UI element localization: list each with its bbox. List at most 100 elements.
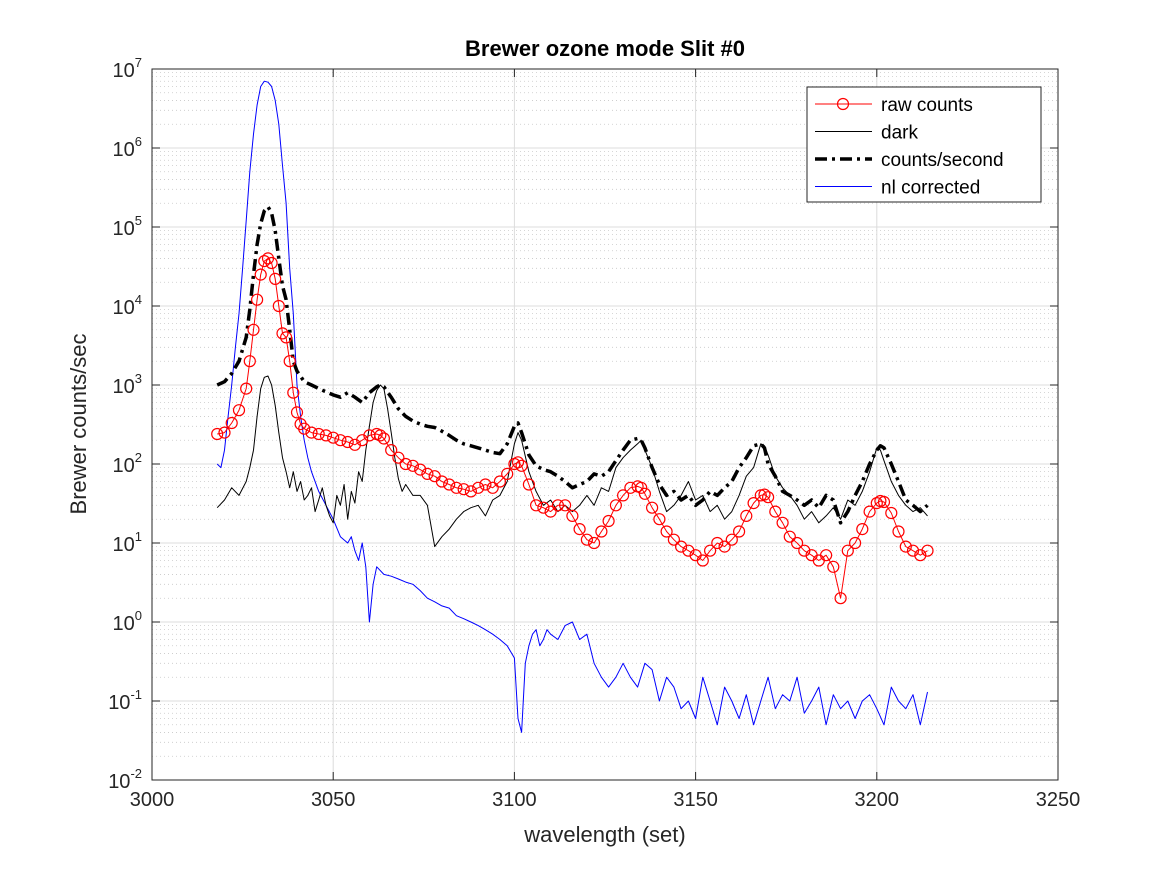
data-point-raw-counts xyxy=(392,451,405,464)
data-point-raw-counts xyxy=(243,355,256,368)
data-point-raw-counts xyxy=(537,501,550,514)
data-point-raw-counts xyxy=(544,505,557,518)
data-point-raw-counts xyxy=(595,525,608,538)
y-axis-ticks: 10-2 10-1 100 101 102 103 104 105 106 107 xyxy=(108,55,1058,793)
y-tick-label: 102 xyxy=(113,450,142,477)
data-point-raw-counts xyxy=(758,488,771,501)
data-point-raw-counts xyxy=(740,509,753,523)
data-point-raw-counts xyxy=(682,544,695,557)
data-point-raw-counts xyxy=(645,501,659,514)
data-point-raw-counts xyxy=(638,487,652,500)
data-point-raw-counts xyxy=(653,513,666,526)
y-tick-label: 106 xyxy=(113,134,142,161)
data-point-raw-counts xyxy=(834,592,847,605)
series-layer xyxy=(211,80,934,733)
x-tick-label: 3000 xyxy=(130,789,175,811)
data-point-raw-counts xyxy=(616,489,630,502)
data-point-raw-counts xyxy=(327,431,340,444)
data-point-raw-counts xyxy=(906,544,920,557)
data-point-raw-counts xyxy=(334,434,347,447)
data-point-raw-counts xyxy=(312,427,325,441)
data-point-raw-counts xyxy=(841,544,854,557)
data-point-raw-counts xyxy=(374,429,387,442)
x-axis-ticks: 3000 3050 3100 3150 3200 3250 xyxy=(130,69,1080,811)
y-tick-label: 10-2 xyxy=(108,766,142,793)
data-point-raw-counts xyxy=(251,293,264,306)
x-tick-label: 3150 xyxy=(673,789,718,811)
data-point-raw-counts xyxy=(276,327,289,340)
data-point-raw-counts xyxy=(573,522,586,536)
data-point-raw-counts xyxy=(265,256,278,270)
legend-label-nl-corrected: nl corrected xyxy=(881,178,980,199)
data-point-raw-counts xyxy=(863,505,876,518)
data-point-raw-counts xyxy=(798,544,811,557)
data-point-raw-counts xyxy=(856,522,869,536)
data-point-raw-counts xyxy=(522,478,536,491)
data-point-raw-counts xyxy=(258,255,271,268)
data-point-raw-counts xyxy=(421,467,434,480)
data-point-raw-counts xyxy=(635,481,648,494)
data-point-raw-counts xyxy=(290,406,304,419)
data-point-raw-counts xyxy=(280,331,293,344)
data-point-raw-counts xyxy=(232,404,246,417)
data-point-raw-counts xyxy=(211,427,224,441)
data-point-raw-counts xyxy=(443,478,456,491)
data-point-raw-counts xyxy=(783,530,796,543)
data-point-raw-counts xyxy=(696,554,709,567)
series-line-counts-second xyxy=(216,205,929,525)
y-tick-label: 10-1 xyxy=(108,687,142,714)
data-point-raw-counts xyxy=(914,549,927,562)
y-axis-label: Brewer counts/sec xyxy=(66,334,91,515)
y-tick-label: 107 xyxy=(113,55,142,82)
x-tick-label: 3200 xyxy=(855,789,900,811)
data-point-raw-counts xyxy=(319,429,333,442)
y-tick-label: 101 xyxy=(113,529,142,556)
data-point-raw-counts xyxy=(892,525,905,538)
data-point-raw-counts xyxy=(406,459,419,472)
data-point-raw-counts xyxy=(457,483,470,496)
data-point-raw-counts xyxy=(479,478,492,491)
x-tick-label: 3050 xyxy=(311,789,356,811)
data-point-raw-counts xyxy=(885,506,898,520)
data-point-raw-counts xyxy=(269,272,282,285)
data-point-raw-counts xyxy=(725,533,738,546)
data-point-raw-counts xyxy=(247,323,260,336)
data-point-raw-counts xyxy=(305,426,318,439)
data-point-raw-counts xyxy=(718,540,731,553)
data-point-raw-counts xyxy=(899,540,912,553)
data-point-raw-counts xyxy=(790,536,804,550)
data-point-raw-counts xyxy=(472,481,485,494)
y-tick-label: 105 xyxy=(113,213,142,240)
legend-box xyxy=(806,86,1042,203)
legend-label-counts-second: counts/second xyxy=(881,150,1004,171)
data-point-raw-counts xyxy=(298,422,311,435)
data-point-raw-counts xyxy=(747,497,760,510)
data-point-raw-counts xyxy=(602,514,615,528)
legend-label-dark: dark xyxy=(881,123,918,144)
data-point-raw-counts xyxy=(385,444,398,457)
data-point-raw-counts xyxy=(551,499,565,512)
data-point-raw-counts xyxy=(674,540,688,553)
plot-area-border xyxy=(151,68,1059,781)
data-point-raw-counts xyxy=(819,549,833,562)
data-point-raw-counts xyxy=(240,382,253,395)
data-point-raw-counts xyxy=(511,456,525,469)
data-point-raw-counts xyxy=(877,495,891,509)
data-point-raw-counts xyxy=(667,533,681,546)
data-point-raw-counts xyxy=(435,475,448,488)
minor-grid xyxy=(152,72,1058,757)
data-point-raw-counts xyxy=(732,525,746,538)
data-point-raw-counts xyxy=(254,268,267,281)
data-point-raw-counts xyxy=(414,463,427,476)
data-point-raw-counts xyxy=(660,525,673,538)
data-point-raw-counts xyxy=(609,499,623,512)
data-point-raw-counts xyxy=(827,560,840,573)
data-point-raw-counts xyxy=(515,459,528,472)
data-point-raw-counts xyxy=(921,544,934,557)
series-line-nl-corrected xyxy=(216,80,928,733)
data-point-raw-counts xyxy=(848,536,862,550)
x-axis-label: wavelength (set) xyxy=(523,822,685,847)
data-point-raw-counts xyxy=(450,481,463,494)
data-point-raw-counts xyxy=(283,355,296,368)
data-point-raw-counts xyxy=(566,509,579,523)
